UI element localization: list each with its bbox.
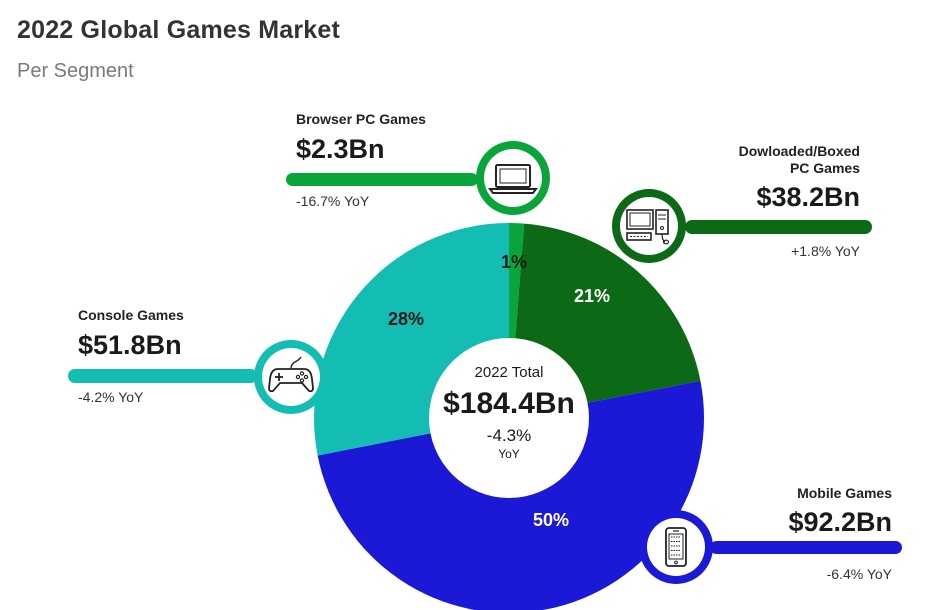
console-games-icon-bg: [262, 348, 320, 406]
chart-subtitle: Per Segment: [17, 60, 134, 82]
downloaded-pc-games-yoy: +1.8% YoY: [791, 243, 860, 259]
mobile-games-yoy: -6.4% YoY: [826, 566, 892, 582]
mobile-games-leader-bar: [710, 541, 902, 554]
downloaded-pc-games-percent-label: 21%: [574, 286, 610, 306]
mobile-games-value: $92.2Bn: [788, 507, 892, 537]
desktop-computer-icon: [626, 209, 670, 245]
chart-title: 2022 Global Games Market: [17, 16, 341, 44]
console-games-leader-bar: [68, 369, 258, 383]
browser-pc-games-icon-bg: [484, 149, 542, 207]
mobile-games-percent-label: 50%: [533, 510, 569, 530]
center-total-label: 2022 Total: [475, 364, 544, 381]
mobile-games-icon-bg: [647, 518, 705, 576]
browser-pc-games-value: $2.3Bn: [296, 134, 385, 164]
browser-pc-games-leader-bar: [286, 173, 478, 186]
donut-center: [429, 338, 589, 498]
browser-pc-games-yoy: -16.7% YoY: [296, 193, 370, 209]
center-total-change-unit: YoY: [498, 447, 520, 461]
center-total-value: $184.4Bn: [443, 387, 575, 420]
console-games-percent-label: 28%: [388, 309, 424, 329]
console-games-value: $51.8Bn: [78, 330, 182, 360]
center-total-change: -4.3%: [487, 426, 531, 445]
laptop-icon: [488, 164, 538, 194]
gamepad-icon: [268, 356, 314, 393]
console-games-label: Console Games: [78, 307, 184, 323]
browser-pc-games-label: Browser PC Games: [296, 111, 426, 127]
browser-pc-games-percent-label: 1%: [501, 252, 527, 272]
downloaded-pc-games-label-line1: Dowloaded/Boxed: [738, 143, 860, 159]
downloaded-pc-games-value: $38.2Bn: [756, 182, 860, 212]
downloaded-pc-games-label-line2: PC Games: [789, 160, 860, 176]
console-games-yoy: -4.2% YoY: [78, 389, 144, 405]
mobile-games-label: Mobile Games: [797, 485, 892, 501]
downloaded-pc-games-leader-bar: [685, 220, 872, 234]
smartphone-icon: [665, 527, 687, 567]
